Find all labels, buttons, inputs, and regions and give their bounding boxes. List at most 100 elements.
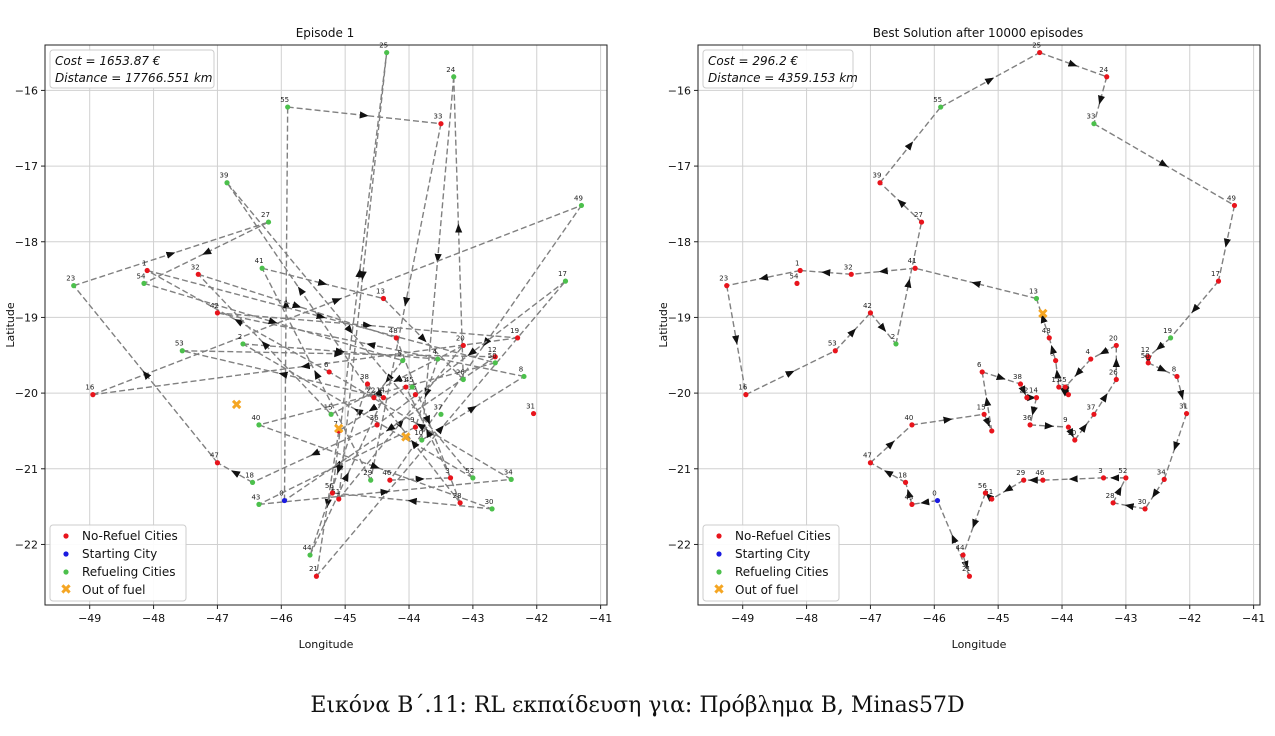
city-point (265, 219, 272, 225)
city-point (419, 437, 425, 443)
city-point (1053, 357, 1059, 364)
panel-title: Episode 1 (296, 26, 355, 40)
city-label: 47 (863, 452, 872, 460)
panel-episode-1: Episode 1 012345678910111213141516171819… (4, 26, 612, 651)
city-label: 33 (433, 113, 442, 121)
legend-label-out-of-fuel: Out of fuel (82, 583, 146, 597)
city-point (451, 74, 457, 80)
city-label: 54 (137, 272, 146, 280)
figure-caption: Εικόνα Β΄.11: RL εκπαίδευση για: Πρόβλημ… (310, 693, 965, 718)
city-label: 39 (220, 172, 229, 180)
city-point (1142, 506, 1148, 512)
route-segment (1090, 344, 1117, 360)
city-point (1113, 342, 1119, 349)
city-point (1033, 295, 1040, 302)
city-point (285, 104, 291, 110)
legend-label-out-of-fuel: Out of fuel (735, 583, 799, 597)
city-label: 36 (370, 414, 379, 422)
figure: Episode 1 012345678910111213141516171819… (4, 26, 1265, 651)
city-label: 8 (519, 365, 523, 373)
route-segment (911, 413, 985, 426)
city-label: 4 (433, 348, 438, 356)
route-segment (92, 204, 582, 396)
city-label: 20 (456, 334, 465, 342)
out-of-fuel-marker: ✖ (1037, 307, 1049, 323)
city-point (877, 180, 883, 186)
city-label: 51 (984, 488, 993, 496)
city-point (470, 475, 476, 481)
route-segment (261, 267, 384, 300)
city-label: 10 (1067, 429, 1076, 437)
route-segment (226, 182, 474, 479)
route-arrow (1003, 484, 1014, 492)
city-label: 42 (863, 302, 872, 310)
city-point (867, 460, 874, 466)
city-label: 8 (1172, 365, 1176, 373)
city-point (1062, 384, 1068, 390)
legend-marker-start (63, 551, 69, 557)
city-point (1046, 335, 1052, 341)
plot-frame (44, 44, 608, 606)
legend-label-refuel: Refueling Cities (82, 565, 176, 579)
city-label: 41 (908, 257, 917, 265)
city-label: 39 (873, 172, 882, 180)
city-point (1174, 373, 1180, 380)
city-point (460, 376, 466, 383)
city-point (364, 381, 371, 387)
panel-title: Best Solution after 10000 episodes (873, 26, 1083, 40)
city-point (326, 369, 332, 375)
route-segment (242, 343, 438, 360)
legend: No-Refuel Cities Starting City Refueling… (49, 524, 187, 602)
city-label: 45 (1058, 376, 1067, 384)
city-point (492, 360, 498, 366)
city-label: 18 (898, 471, 907, 479)
city-label: 29 (363, 469, 372, 477)
city-point (1145, 360, 1151, 366)
legend-marker-start (716, 551, 722, 557)
city-label: 2 (891, 333, 895, 341)
city-label: 54 (790, 272, 799, 280)
legend-marker-out-of-fuel: ✖ (60, 582, 72, 598)
x-tick-label: −49 (78, 612, 101, 625)
route-segment (453, 76, 465, 380)
city-point (256, 422, 262, 428)
city-label: 17 (1211, 270, 1220, 278)
x-tick-label: −49 (731, 612, 754, 625)
route-segment (258, 426, 416, 505)
route-segment (895, 221, 923, 345)
city-label: 5 (1050, 350, 1054, 358)
city-point (1100, 475, 1107, 481)
city-point (368, 477, 374, 483)
city-point (489, 506, 495, 512)
legend-marker-refuel (63, 569, 69, 575)
info-distance: Distance = 4359.153 km (708, 71, 858, 85)
route-segment (914, 267, 1037, 300)
y-tick-label: −19 (668, 311, 691, 324)
city-label: 44 (303, 544, 312, 552)
y-tick-label: −16 (668, 84, 691, 97)
city-label: 30 (1138, 498, 1147, 506)
city-point (902, 479, 909, 486)
city-label: 51 (331, 488, 340, 496)
city-point (457, 500, 463, 506)
city-point (982, 490, 988, 496)
city-label: 43 (904, 493, 913, 501)
x-tick-label: −42 (525, 612, 548, 625)
city-label: 14 (376, 387, 385, 395)
route-segment (315, 280, 567, 577)
city-point (240, 341, 246, 347)
route-segment (1093, 76, 1108, 124)
city-label: 55 (280, 96, 289, 104)
city-point (1021, 477, 1027, 483)
city-label: 36 (1023, 414, 1032, 422)
city-point (1065, 424, 1072, 430)
city-label: 48 (389, 327, 398, 335)
route-segment (258, 424, 493, 510)
city-point (508, 476, 514, 482)
city-label: 7 (334, 420, 338, 428)
city-label: 6 (324, 361, 329, 369)
city-label: 7 (987, 420, 991, 428)
city-label: 40 (904, 414, 913, 422)
city-label: 32 (844, 263, 853, 271)
x-tick-label: −45 (334, 612, 357, 625)
